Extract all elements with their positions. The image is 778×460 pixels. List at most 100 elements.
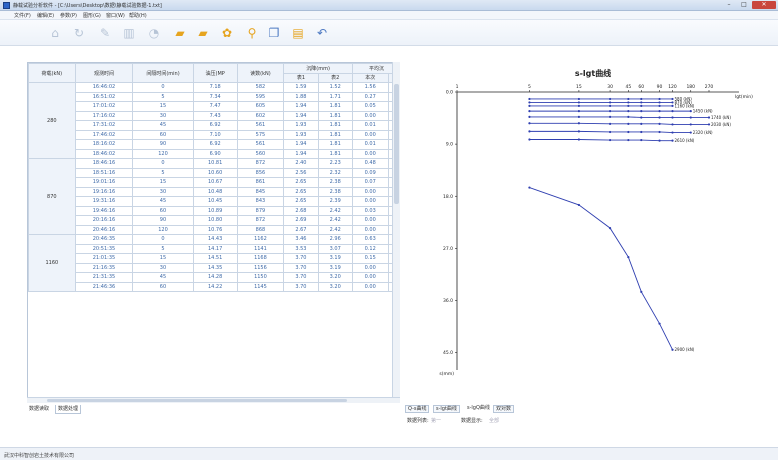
table-cell[interactable]: 561 [236,139,285,150]
table-cell[interactable]: 18:51:16 [74,167,134,178]
header-pressure[interactable]: 油压(MP [192,63,238,83]
tab-data-process[interactable]: 数据处理 [55,405,82,414]
report-icon[interactable]: ▤ [292,26,304,40]
table-cell[interactable]: 2.40 [283,158,319,169]
table-cell[interactable]: 20:46:35 [74,234,134,245]
table-cell[interactable]: 0.00 [351,281,389,292]
table-cell[interactable]: 2.32 [317,167,353,178]
load-cell[interactable]: 870 [28,158,76,235]
table-cell[interactable]: 18:46:16 [74,158,134,169]
table-cell[interactable]: 2.56 [283,167,319,178]
table-cell[interactable]: 856 [236,167,285,178]
table-cell[interactable]: 0.00 [351,129,389,140]
table-cell[interactable]: 10.48 [192,186,238,197]
table-cell[interactable]: 17:31:02 [74,120,134,131]
table-cell[interactable]: 0.00 [351,196,389,207]
table-cell[interactable]: 18:46:02 [74,148,134,159]
table-cell[interactable]: 2.39 [317,196,353,207]
table-cell[interactable]: 0.15 [351,253,389,264]
table-cell[interactable]: 30 [132,262,194,273]
table-cell[interactable]: 7.34 [192,91,238,102]
header-time[interactable]: 观测时间 [74,63,134,83]
table-cell[interactable]: 561 [236,120,285,131]
table-cell[interactable]: 14.22 [192,281,238,292]
table-cell[interactable]: 3.70 [283,272,319,283]
table-cell[interactable]: 45 [132,196,194,207]
pin-icon[interactable]: ⚲ [247,26,257,40]
undo-icon[interactable]: ↶ [316,26,328,40]
table-cell[interactable]: 0.27 [351,91,389,102]
table-cell[interactable]: 2.65 [283,186,319,197]
table-cell[interactable]: 1.81 [317,129,353,140]
table-cell[interactable]: 45 [132,120,194,131]
table-cell[interactable]: 60 [132,129,194,140]
table-cell[interactable]: 1.94 [283,139,319,150]
chart-icon[interactable]: ◔ [148,26,160,40]
table-cell[interactable]: 1.81 [317,139,353,150]
table-cell[interactable]: 2.69 [283,215,319,226]
slgt-curve-button[interactable]: s-lgt曲线 [433,405,460,413]
table-cell[interactable]: 3.70 [283,253,319,264]
table-cell[interactable]: 19:31:16 [74,196,134,207]
settings-icon[interactable]: ✿ [221,26,233,40]
table-cell[interactable]: 21:31:35 [74,272,134,283]
table-cell[interactable]: 10.76 [192,224,238,235]
table-cell[interactable]: 0.00 [351,186,389,197]
copy-icon[interactable]: ❐ [268,26,280,40]
menu-edit[interactable]: 编辑(E) [37,13,55,19]
table-cell[interactable]: 2.42 [317,205,353,216]
table-cell[interactable]: 1.94 [283,101,319,112]
header-settlement-group[interactable]: 沉降(mm) [283,63,353,74]
table-cell[interactable]: 845 [236,186,285,197]
table-cell[interactable]: 0.63 [351,234,389,245]
menu-help[interactable]: 帮助(H) [129,13,147,19]
table-cell[interactable]: 0.00 [351,272,389,283]
table-cell[interactable]: 6.92 [192,139,238,150]
data-icon[interactable]: ▥ [123,26,135,40]
table-cell[interactable]: 1.71 [317,91,353,102]
table-cell[interactable]: 1150 [236,272,285,283]
table-cell[interactable]: 1.81 [317,148,353,159]
table-cell[interactable]: 2.42 [317,224,353,235]
menu-file[interactable]: 文件(F) [14,13,31,19]
table-cell[interactable]: 843 [236,196,285,207]
table-cell[interactable]: 575 [236,129,285,140]
table-cell[interactable]: 2.67 [283,224,319,235]
data-list-value[interactable]: 第一 [431,418,442,424]
table-cell[interactable]: 0.07 [351,177,389,188]
table-cell[interactable]: 10.81 [192,158,238,169]
table-cell[interactable]: 879 [236,205,285,216]
table-cell[interactable]: 0.01 [351,120,389,131]
table-cell[interactable]: 21:46:36 [74,281,134,292]
table-cell[interactable]: 1.56 [351,82,389,93]
table-cell[interactable]: 10.80 [192,215,238,226]
folder-open-icon[interactable]: ▰ [175,26,185,40]
table-cell[interactable]: 560 [236,148,285,159]
table-cell[interactable]: 2.65 [283,177,319,188]
table-cell[interactable]: 10.45 [192,196,238,207]
table-cell[interactable]: 2.42 [317,215,353,226]
table-cell[interactable]: 2.65 [283,196,319,207]
table-cell[interactable]: 1.81 [317,120,353,131]
table-cell[interactable]: 90 [132,139,194,150]
table-cell[interactable]: 15 [132,101,194,112]
table-cell[interactable]: 19:01:16 [74,177,134,188]
table-cell[interactable]: 5 [132,91,194,102]
table-cell[interactable]: 14.17 [192,243,238,254]
table-cell[interactable]: 602 [236,110,285,121]
table-cell[interactable]: 0 [132,234,194,245]
table-cell[interactable]: 582 [236,82,285,93]
table-cell[interactable]: 17:01:02 [74,101,134,112]
load-cell[interactable]: 1160 [28,234,76,292]
table-cell[interactable]: 21:01:35 [74,253,134,264]
table-cell[interactable]: 1.93 [283,120,319,131]
